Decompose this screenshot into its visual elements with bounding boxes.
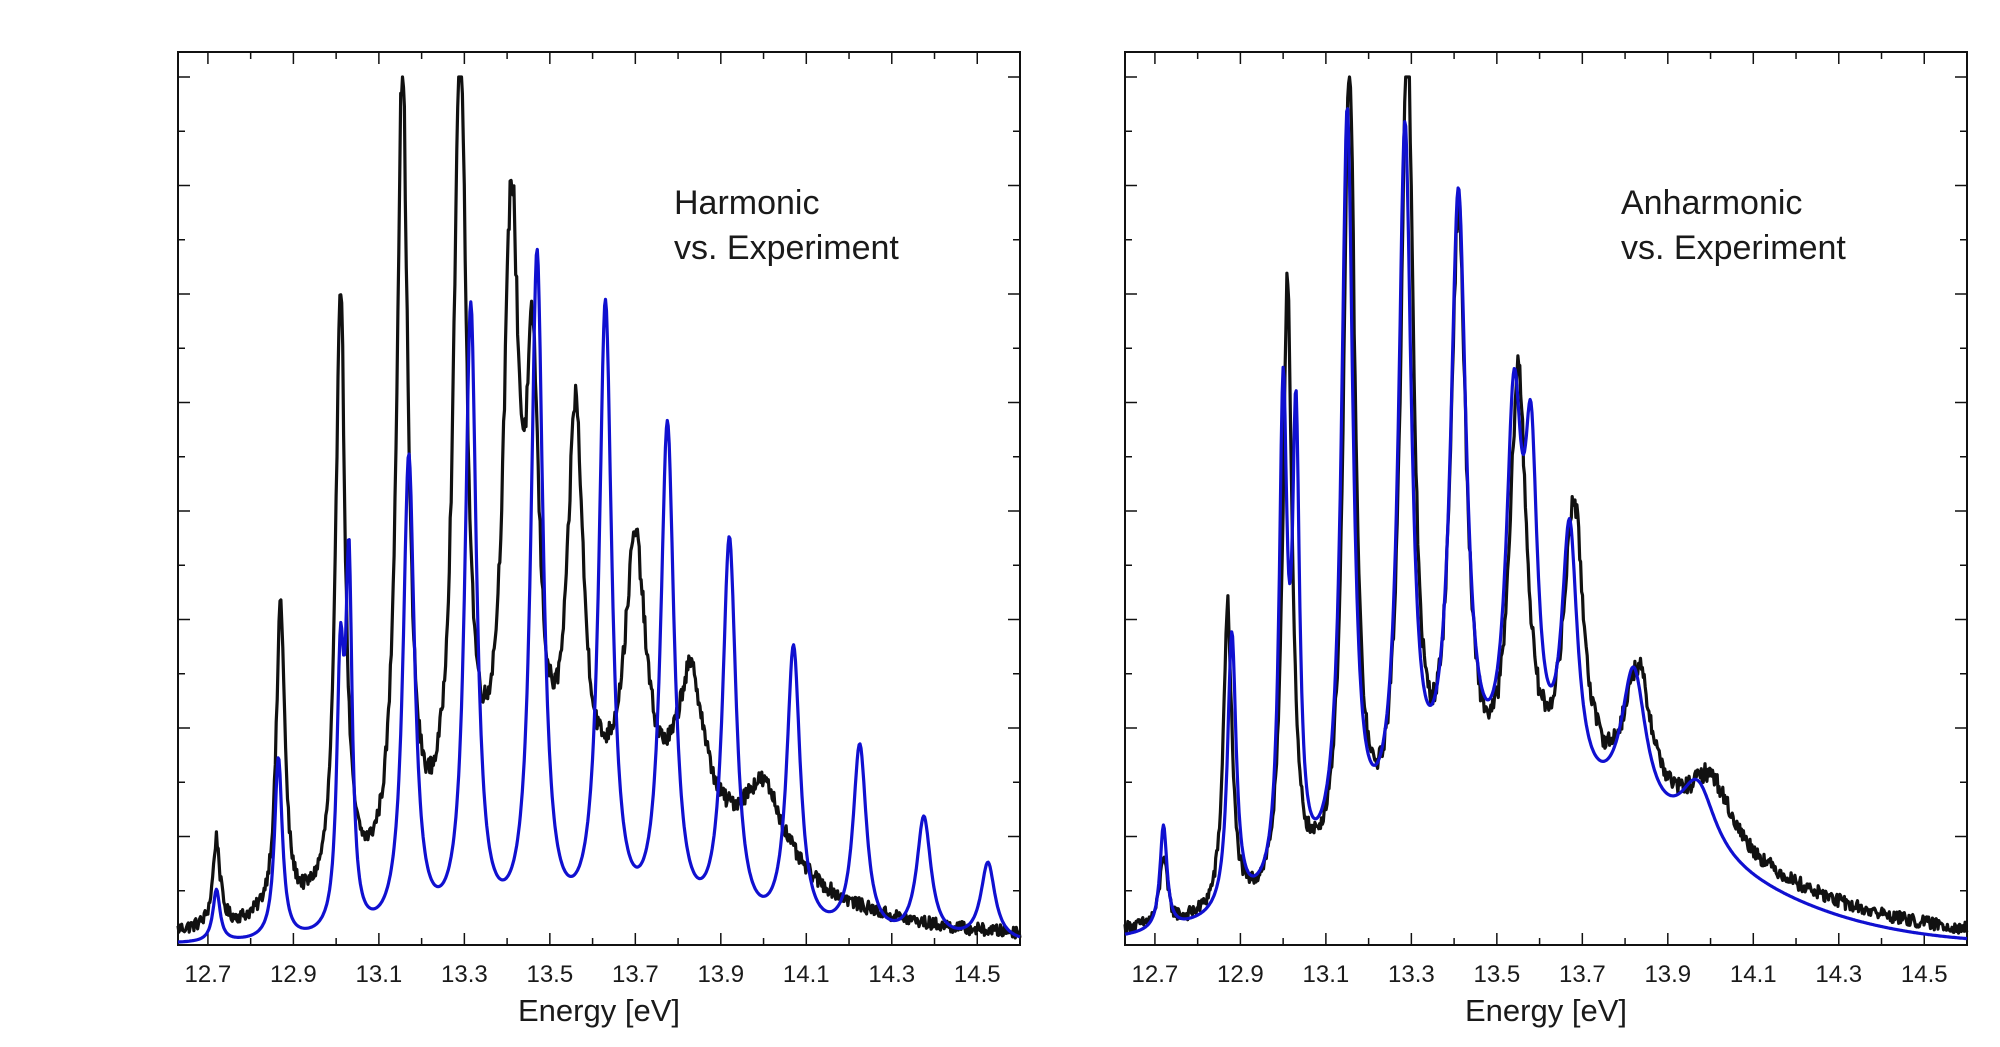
series-layer bbox=[1123, 75, 1969, 941]
experiment-line bbox=[176, 75, 1022, 940]
anharmonic-panel: 12.7 12.9 13.1 13.3 13.5 13.7 13.9 14.1 14.3 14.5… bbox=[1123, 51, 1969, 1028]
x-tick-labels: 12.7 12.9 13.1 13.3 13.5 13.7 13.9 14.1 14.3 14.5 bbox=[185, 961, 1001, 988]
x-axis-title: Energy [eV] bbox=[518, 993, 680, 1028]
x-tick-label-7: 14.1 bbox=[783, 961, 830, 988]
x-tick-label-9: 14.5 bbox=[1901, 961, 1948, 988]
annotation-line-1: Anharmonic bbox=[1621, 184, 1802, 222]
x-tick-label-4: 13.5 bbox=[526, 961, 573, 988]
x-tick-label-2: 13.1 bbox=[1303, 961, 1350, 988]
harmonic-panel: 12.7 12.9 13.1 13.3 13.5 13.7 13.9 14.1 14.3 14.5… bbox=[176, 51, 1022, 1028]
annotation-line-1: Harmonic bbox=[674, 184, 819, 222]
annotation-line-2: vs. Experiment bbox=[674, 229, 899, 267]
x-tick-label-5: 13.7 bbox=[1559, 961, 1606, 988]
plot-frame bbox=[177, 51, 1021, 946]
plot-frame bbox=[1124, 51, 1968, 946]
x-tick-label-7: 14.1 bbox=[1730, 961, 1777, 988]
annotation-line-2: vs. Experiment bbox=[1621, 229, 1846, 267]
experiment-line bbox=[1123, 75, 1969, 936]
theory-line bbox=[177, 247, 1021, 944]
x-tick-label-0: 12.7 bbox=[1132, 961, 1179, 988]
x-tick-label-8: 14.3 bbox=[868, 961, 915, 988]
x-tick-label-6: 13.9 bbox=[697, 961, 744, 988]
x-tick-label-8: 14.3 bbox=[1815, 961, 1862, 988]
x-tick-labels: 12.7 12.9 13.1 13.3 13.5 13.7 13.9 14.1 14.3 14.5 bbox=[1132, 961, 1948, 988]
x-tick-label-0: 12.7 bbox=[185, 961, 232, 988]
series-layer bbox=[176, 75, 1022, 944]
x-tick-label-3: 13.3 bbox=[1388, 961, 1435, 988]
x-tick-label-9: 14.5 bbox=[954, 961, 1001, 988]
x-tick-label-4: 13.5 bbox=[1473, 961, 1520, 988]
x-tick-label-1: 12.9 bbox=[1217, 961, 1264, 988]
x-tick-label-3: 13.3 bbox=[441, 961, 488, 988]
axis-ticks bbox=[1125, 52, 1968, 945]
x-tick-label-2: 13.1 bbox=[356, 961, 403, 988]
x-tick-label-5: 13.7 bbox=[612, 961, 659, 988]
x-tick-label-6: 13.9 bbox=[1644, 961, 1691, 988]
x-tick-label-1: 12.9 bbox=[270, 961, 317, 988]
x-axis-title: Energy [eV] bbox=[1465, 993, 1627, 1028]
axis-ticks bbox=[178, 52, 1021, 945]
theory-line bbox=[1124, 107, 1968, 941]
